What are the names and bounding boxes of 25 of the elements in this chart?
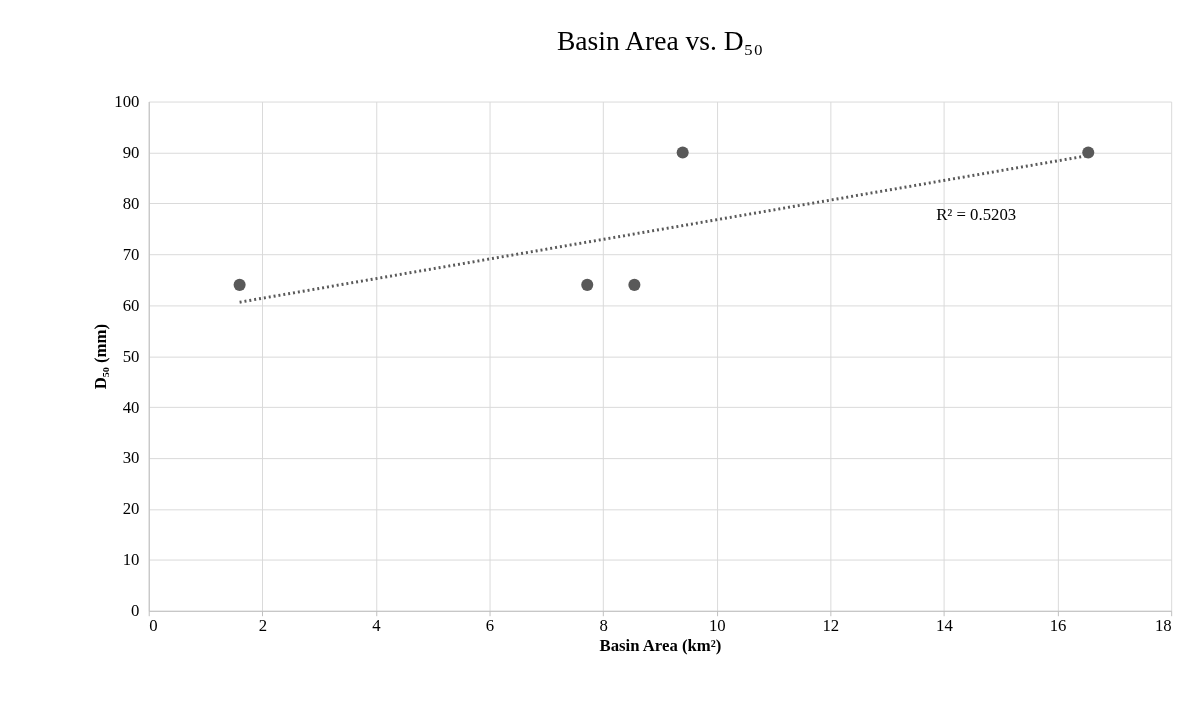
x-tick-label: 8 (599, 615, 608, 635)
y-tick-label: 80 (122, 193, 140, 213)
x-tick-label: 16 (1049, 615, 1067, 635)
y-tick-label: 30 (122, 448, 140, 468)
y-tick-label: 60 (122, 295, 140, 315)
y-tick-label: 90 (122, 142, 140, 162)
x-tick-label: 12 (822, 615, 840, 635)
y-tick-label: 10 (122, 550, 140, 570)
x-axis-title: Basin Area (km²) (599, 635, 722, 655)
y-tick-label: 70 (122, 244, 140, 264)
x-tick-label: 18 (1154, 615, 1172, 635)
y-tick-label: 100 (114, 91, 140, 111)
x-tick-label: 10 (708, 615, 726, 635)
y-tick-label: 40 (122, 397, 140, 417)
x-tick-label: 14 (936, 615, 954, 635)
chart-title: Basin Area vs. D₅₀ (556, 25, 764, 57)
y-axis-title: D₅₀ (mm) (91, 323, 111, 390)
y-tick-label: 20 (122, 499, 140, 519)
annotation: R² = 0.5203 (936, 204, 1017, 224)
y-tick-label: 0 (131, 601, 140, 621)
y-tick-label: 50 (122, 346, 140, 366)
x-tick-label: 4 (372, 615, 382, 635)
x-tick-label: 2 (258, 615, 268, 635)
x-tick-label: 6 (485, 615, 495, 635)
x-tick-label: 0 (149, 615, 158, 635)
